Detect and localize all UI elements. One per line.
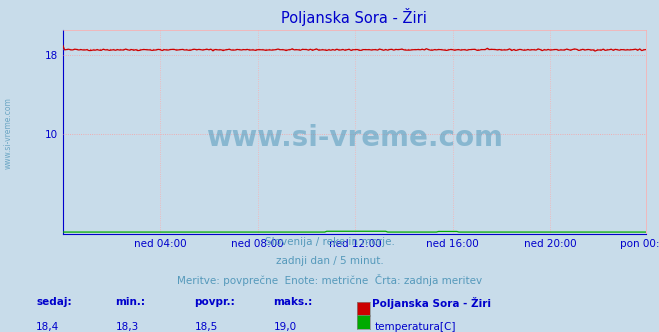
Text: Meritve: povprečne  Enote: metrične  Črta: zadnja meritev: Meritve: povprečne Enote: metrične Črta:… [177,274,482,286]
Text: 19,0: 19,0 [273,322,297,332]
Text: 18,4: 18,4 [36,322,59,332]
Text: zadnji dan / 5 minut.: zadnji dan / 5 minut. [275,256,384,266]
Text: min.:: min.: [115,297,146,307]
Text: Poljanska Sora - Žiri: Poljanska Sora - Žiri [372,297,492,309]
Text: www.si-vreme.com: www.si-vreme.com [206,124,503,152]
Text: 18,3: 18,3 [115,322,138,332]
Text: www.si-vreme.com: www.si-vreme.com [4,97,13,169]
Text: povpr.:: povpr.: [194,297,235,307]
Text: temperatura[C]: temperatura[C] [374,322,456,332]
Text: sedaj:: sedaj: [36,297,72,307]
Title: Poljanska Sora - Žiri: Poljanska Sora - Žiri [281,8,427,26]
Text: 18,5: 18,5 [194,322,217,332]
Text: maks.:: maks.: [273,297,313,307]
Text: Slovenija / reke in morje.: Slovenija / reke in morje. [264,237,395,247]
